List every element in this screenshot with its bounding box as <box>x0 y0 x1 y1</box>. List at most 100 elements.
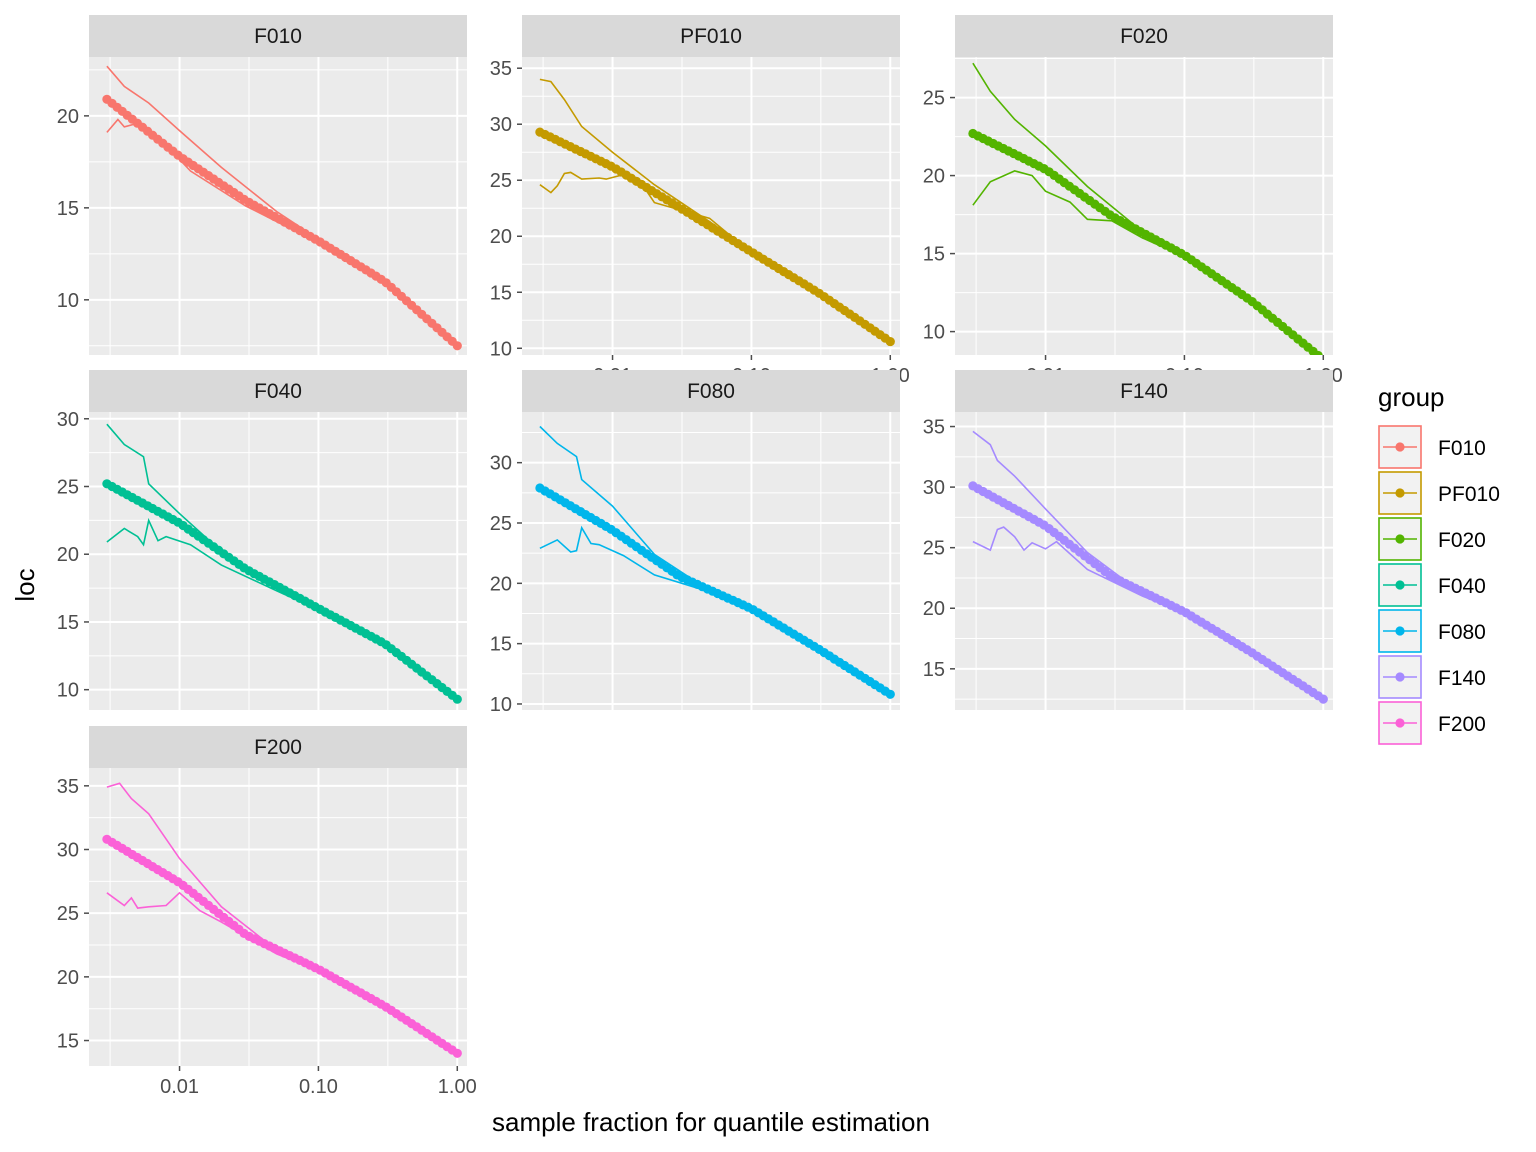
estimate-point <box>1318 694 1328 704</box>
legend-key-point <box>1395 626 1405 636</box>
legend-item: F140 <box>1378 655 1486 699</box>
facet-strip-label: F010 <box>254 25 302 48</box>
legend-label: F040 <box>1438 575 1486 598</box>
legend-item: F200 <box>1378 701 1486 745</box>
facet-panels: F010101520PF0101015202530350.010.101.00F… <box>57 15 1343 1098</box>
y-tick-label: 20 <box>923 598 945 620</box>
y-tick-label: 15 <box>923 244 945 266</box>
facet-strip-label: F080 <box>687 380 735 403</box>
legend-item: F040 <box>1378 563 1486 607</box>
y-tick-label: 20 <box>490 226 512 248</box>
estimate-point <box>1313 350 1323 355</box>
legend-label: F140 <box>1438 667 1486 690</box>
y-tick-label: 20 <box>923 166 945 188</box>
y-tick-label: 25 <box>490 170 512 192</box>
y-tick-label: 20 <box>57 967 79 989</box>
y-tick-label: 30 <box>490 453 512 475</box>
y-tick-label: 15 <box>57 1031 79 1053</box>
y-tick-label: 35 <box>490 58 512 80</box>
facet-panel: F140 15 20 25 30 35 <box>923 370 1333 710</box>
legend-label: PF010 <box>1438 483 1500 506</box>
y-tick-label: 20 <box>490 573 512 595</box>
y-tick-label: 15 <box>923 659 945 681</box>
x-tick-label: 0.01 <box>160 1076 199 1098</box>
y-tick-label: 25 <box>57 477 79 499</box>
y-tick-label: 30 <box>923 477 945 499</box>
legend-key-point <box>1395 442 1405 452</box>
facet-strip-label: F140 <box>1120 380 1168 403</box>
y-tick-label: 10 <box>57 290 79 312</box>
y-tick-label: 10 <box>923 322 945 344</box>
legend-item: PF010 <box>1378 471 1500 515</box>
legend-key-point <box>1395 580 1405 590</box>
estimate-point <box>452 1048 462 1058</box>
y-tick-label: 10 <box>490 694 512 716</box>
facet-strip-label: PF010 <box>680 25 742 48</box>
facet-strip-label: F020 <box>1120 25 1168 48</box>
y-tick-label: 10 <box>57 680 79 702</box>
facet-panel: F040 10 15 20 25 30 <box>57 370 467 710</box>
facet-panel: F080 10 15 20 25 30 <box>490 370 900 716</box>
estimate-point <box>885 689 895 699</box>
y-tick-label: 25 <box>57 903 79 925</box>
legend-key-point <box>1395 488 1405 498</box>
facet-panel: PF0101015202530350.010.101.00 <box>490 15 910 387</box>
legend-item: F010 <box>1378 425 1486 469</box>
estimate-point <box>452 694 462 704</box>
y-tick-label: 15 <box>57 198 79 220</box>
y-tick-label: 25 <box>923 538 945 560</box>
panel-data <box>102 65 462 351</box>
y-tick-label: 30 <box>490 114 512 136</box>
y-tick-label: 25 <box>923 88 945 110</box>
y-tick-label: 20 <box>57 544 79 566</box>
y-tick-label: 15 <box>490 634 512 656</box>
facet-strip <box>89 726 467 768</box>
facet-strip <box>89 370 467 412</box>
y-tick-label: 20 <box>57 106 79 128</box>
facet-panel: F200 15 20 25 30 35 0.01 0.10 1.00 <box>57 726 477 1098</box>
panel-data <box>535 78 895 347</box>
panel-data <box>102 423 462 704</box>
facet-strip <box>522 370 900 412</box>
legend-label: F080 <box>1438 621 1486 644</box>
facet-strip <box>955 370 1333 412</box>
y-tick-label: 15 <box>57 612 79 634</box>
legend-item: F020 <box>1378 517 1486 561</box>
legend-label: F020 <box>1438 529 1486 552</box>
facet-strip <box>522 15 900 57</box>
legend: group F010 PF010 F020 F040 F080 F140 F200 <box>1378 382 1500 745</box>
legend-key-point <box>1395 534 1405 544</box>
y-tick-label: 15 <box>490 282 512 304</box>
legend-keys: F010 PF010 F020 F040 F080 F140 F200 <box>1378 425 1500 745</box>
facet-strip <box>955 15 1333 57</box>
legend-key-point <box>1395 718 1405 728</box>
y-tick-label: 35 <box>923 417 945 439</box>
estimate-point <box>885 337 895 347</box>
x-tick-label: 0.10 <box>299 1076 338 1098</box>
y-tick-label: 35 <box>57 776 79 798</box>
legend-title: group <box>1378 382 1445 412</box>
panel-data <box>968 430 1328 704</box>
x-tick-label: 1.00 <box>438 1076 477 1098</box>
facet-panel: F010 10 15 20 <box>57 15 467 355</box>
x-axis-title: sample fraction for quantile estimation <box>492 1107 930 1137</box>
legend-label: F010 <box>1438 437 1486 460</box>
panel-data <box>102 782 462 1058</box>
legend-key-point <box>1395 672 1405 682</box>
y-tick-label: 25 <box>490 513 512 535</box>
legend-item: F080 <box>1378 609 1486 653</box>
y-tick-label: 30 <box>57 840 79 862</box>
y-tick-label: 10 <box>490 338 512 360</box>
facet-strip-label: F200 <box>254 736 302 759</box>
estimate-point <box>452 341 462 351</box>
facet-strip-label: F040 <box>254 380 302 403</box>
panel-data <box>535 425 895 699</box>
facet-strip <box>89 15 467 57</box>
facet-panel: F020101520250.010.101.00 <box>923 15 1343 387</box>
panel-background <box>955 57 1333 355</box>
legend-label: F200 <box>1438 713 1486 736</box>
panel-data <box>968 62 1323 355</box>
y-tick-label: 30 <box>57 409 79 431</box>
y-axis-title: loc <box>10 568 40 601</box>
